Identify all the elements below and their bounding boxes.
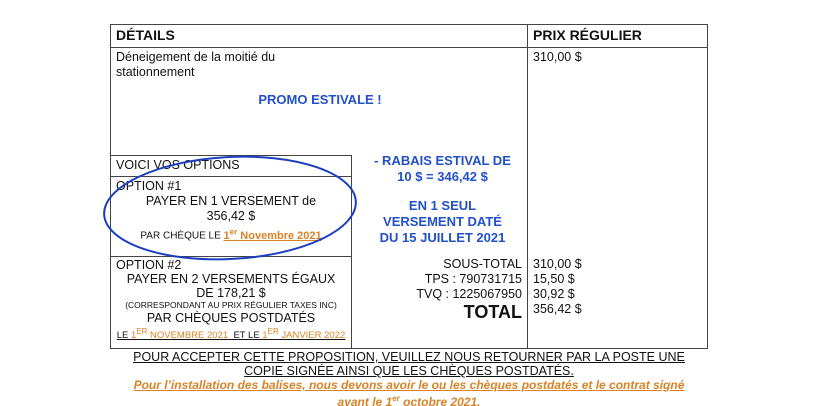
option1-date: 1er Novembre 2021 bbox=[223, 227, 322, 242]
totals-labels: SOUS-TOTAL TPS : 790731715 TVQ : 1225067… bbox=[360, 257, 522, 322]
header-divider bbox=[110, 47, 708, 48]
option1-details: PAYER EN 1 VERSEMENT de 356,42 $ PAR CHÈ… bbox=[111, 194, 351, 244]
option2-amount: DE 178,21 $ bbox=[196, 286, 266, 300]
subtotal-label: SOUS-TOTAL bbox=[443, 257, 522, 271]
option1-amount: 356,42 $ bbox=[206, 209, 256, 223]
promo-discount: - RABAIS ESTIVAL DE 10 $ = 346,42 $ EN 1… bbox=[360, 153, 525, 246]
subtotal-value: 310,00 $ bbox=[533, 257, 582, 271]
discount-line: 10 $ = 346,42 $ bbox=[397, 169, 488, 184]
header-details: DÉTAILS bbox=[116, 27, 175, 43]
option2-details: PAYER EN 2 VERSEMENTS ÉGAUX DE 178,21 $ … bbox=[111, 272, 351, 343]
installation-notice: Pour l’installation des balises, nous de… bbox=[100, 378, 718, 406]
header-price: PRIX RÉGULIER bbox=[533, 27, 642, 43]
option1-line: PAYER EN 1 VERSEMENT de bbox=[145, 194, 317, 208]
option1-label: OPTION #1 bbox=[116, 179, 182, 193]
table-border-top bbox=[110, 24, 708, 25]
totals-values: 310,00 $ 15,50 $ 30,92 $ 356,42 $ bbox=[533, 257, 582, 317]
option2-note: (CORRESPONDANT AU PRIX RÉGULIER TAXES IN… bbox=[125, 300, 337, 310]
options-box-top bbox=[110, 155, 352, 156]
column-divider bbox=[527, 24, 528, 349]
table-border-right bbox=[707, 24, 708, 349]
option2-dates: LE 1ER NOVEMBRE 2021 ET LE 1ER JANVIER 2… bbox=[116, 327, 346, 342]
total-label: TOTAL bbox=[463, 302, 522, 322]
options-title-divider bbox=[110, 176, 352, 177]
item-description: Déneigement de la moitié du stationnemen… bbox=[116, 50, 276, 79]
option2-line: PAYER EN 2 VERSEMENTS ÉGAUX bbox=[126, 272, 336, 286]
option-divider bbox=[110, 256, 352, 257]
table-border-left bbox=[110, 24, 111, 349]
tvq-label: TVQ : 1225067950 bbox=[416, 287, 522, 301]
table-border-bottom bbox=[110, 348, 708, 349]
install-line: avant le 1er octobre 2021. bbox=[337, 394, 481, 406]
options-box-right bbox=[351, 155, 352, 349]
circle-icon bbox=[103, 155, 357, 261]
total-value: 356,42 $ bbox=[533, 302, 582, 316]
install-line: Pour l’installation des balises, nous de… bbox=[133, 378, 685, 392]
accept-instructions: POUR ACCEPTER CETTE PROPOSITION, VEUILLE… bbox=[110, 350, 708, 378]
options-title: VOICI VOS OPTIONS bbox=[116, 158, 240, 172]
single-payment-line: VERSEMENT DATÉ bbox=[383, 214, 502, 229]
item-price: 310,00 $ bbox=[533, 50, 582, 64]
accept-line: POUR ACCEPTER CETTE PROPOSITION, VEUILLE… bbox=[133, 350, 685, 364]
option1-line: PAR CHÈQUE LE bbox=[140, 230, 224, 242]
option2-line: PAR CHÈQUES POSTDATÉS bbox=[146, 311, 316, 325]
promo-title: PROMO ESTIVALE ! bbox=[258, 92, 382, 107]
discount-line: - RABAIS ESTIVAL DE bbox=[374, 153, 511, 168]
single-payment-line: DU 15 JUILLET 2021 bbox=[379, 230, 506, 245]
tps-value: 15,50 $ bbox=[533, 272, 575, 286]
tps-label: TPS : 790731715 bbox=[424, 272, 522, 286]
single-payment-line: EN 1 SEUL bbox=[408, 198, 477, 213]
option2-label: OPTION #2 bbox=[116, 258, 182, 272]
tvq-value: 30,92 $ bbox=[533, 287, 575, 301]
accept-line: COPIE SIGNÉE AINSI QUE LES CHÈQUES POSTD… bbox=[244, 364, 574, 378]
